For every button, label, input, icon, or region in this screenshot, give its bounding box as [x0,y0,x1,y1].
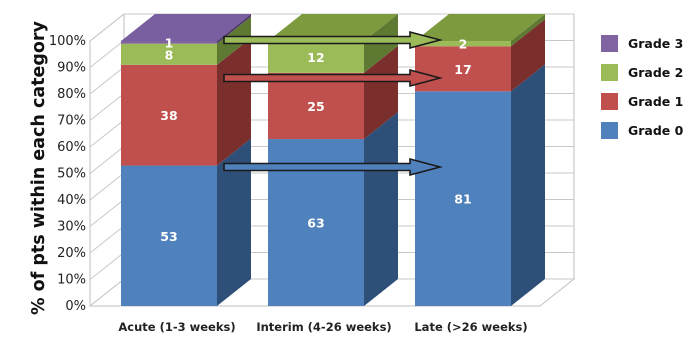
legend-label: Grade 2 [628,65,683,80]
legend-swatch [601,93,618,110]
trend-arrow-grade-1 [223,68,444,88]
y-axis: 0% 10% 20% 30% 40% 50% 60% 70% 80% 90% 100% [49,34,86,314]
x-tick-label: Interim (4-26 weeks) [256,320,391,334]
data-label: 38 [160,108,177,123]
y-tick-label: 80% [57,87,86,102]
bar-segment-grade-3 [121,41,217,44]
data-label: 2 [459,37,468,52]
bar-top-face [268,14,398,41]
trend-arrow-grade-2 [223,30,444,50]
legend-swatch [601,64,618,81]
legend-label: Grade 1 [628,94,683,109]
arrows-layer [223,30,444,177]
bar-side-grade-1 [217,37,251,166]
bar-segment-grade-2 [121,43,217,65]
y-tick-label: 60% [57,140,86,155]
bar-side-grade-2 [511,14,545,47]
bar-segment-grade-2 [415,41,511,47]
bar-side-grade-1 [511,19,545,92]
data-label: 17 [454,62,471,77]
data-label: 1 [165,35,174,50]
y-axis-label: % of pts within each category [29,20,49,314]
y-tick-label: 20% [57,246,86,261]
bars-layer [121,14,545,306]
data-labels-layer: 53 38 81 63 25 12 81 17 2 [160,35,471,243]
legend-label: Grade 0 [628,123,684,138]
y-tick-label: 50% [57,167,86,182]
legend-label: Grade 3 [628,36,683,51]
bar-side-grade-0 [511,64,545,306]
bar-side-grade-1 [364,45,398,140]
y-tick-label: 40% [57,193,86,208]
bar-segment-grade-1 [121,64,217,166]
y-tick-label: 90% [57,61,86,76]
bar-segment-grade-0 [415,91,511,306]
bar-side-grade-0 [364,112,398,306]
data-label: 12 [307,50,324,65]
data-label: 8 [165,47,174,62]
trend-arrow-grade-0 [223,157,444,177]
y-tick-label: 100% [49,34,86,49]
bar-segment-grade-1 [268,72,364,140]
bar-side-grade-0 [217,138,251,306]
data-label: 63 [307,216,324,231]
x-tick-label: Late (>26 weeks) [414,320,527,334]
bar-segment-grade-2 [268,41,364,73]
bar-segment-grade-1 [415,46,511,92]
y-tick-label: 0% [65,299,86,314]
x-axis: Acute (1-3 weeks) Interim (4-26 weeks) Lat… [118,320,527,334]
data-label: 53 [160,229,177,244]
data-label: 25 [307,99,324,114]
x-tick-label: Acute (1-3 weeks) [118,320,235,334]
y-tick-label: 10% [57,273,86,288]
bar-top-face [121,14,251,41]
y-tick-label: 70% [57,114,86,129]
bar-segment-grade-0 [121,165,217,306]
y-tick-label: 30% [57,220,86,235]
gridline [89,13,574,42]
legend: Grade 3 Grade 2 Grade 1 Grade 0 [601,35,684,139]
bar-top-face [415,14,545,41]
legend-swatch [601,35,618,52]
data-label: 81 [454,192,471,207]
legend-swatch [601,122,618,139]
